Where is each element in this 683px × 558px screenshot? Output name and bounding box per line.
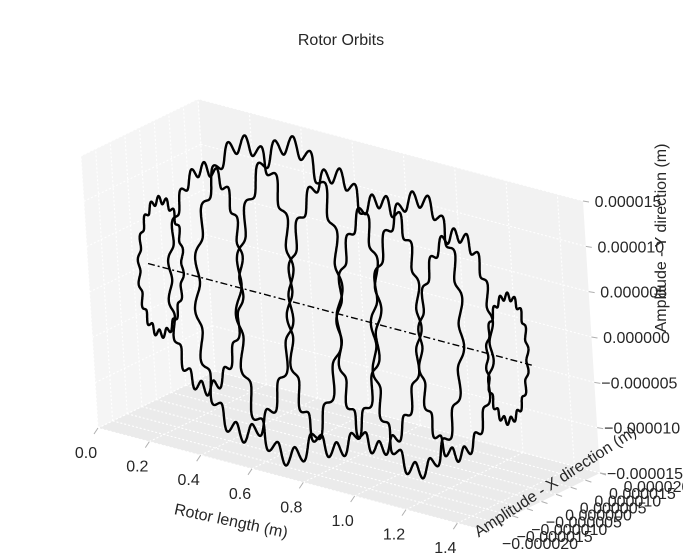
y-tick-label: 0.000020: [624, 479, 683, 496]
z-tick-label: −0.000005: [601, 375, 677, 392]
tick-mark: [594, 381, 601, 384]
tick-labels: 0.00.20.40.60.81.01.21.4 −0.000020−0.0000…: [75, 194, 683, 557]
orbit-line: [417, 227, 495, 463]
x-tick-label: 1.2: [383, 527, 405, 544]
orbit-line: [484, 291, 530, 426]
z-tick-label: 0.000015: [595, 194, 662, 211]
tick-mark: [93, 427, 99, 435]
z-tick-label: 0.000005: [600, 285, 667, 302]
x-tick-label: 1.4: [434, 540, 456, 557]
grid-line: [92, 279, 210, 338]
z-axis-label: Amplitude - Y direction (m): [653, 144, 670, 333]
grid-line: [351, 139, 370, 412]
tick-mark: [585, 479, 592, 483]
z-tick-label: −0.000010: [604, 421, 680, 438]
tick-mark: [247, 468, 253, 476]
y-tick-label: 0.000000: [565, 508, 632, 525]
y-tick-label: −0.000005: [546, 515, 622, 532]
grid-line: [80, 98, 199, 157]
grid-line: [505, 180, 524, 453]
grid-line: [405, 452, 524, 511]
x-tick-label: 0.6: [229, 486, 251, 503]
x-tick-label: 0.8: [280, 499, 302, 516]
tick-mark: [452, 522, 458, 530]
orbit-line: [166, 160, 245, 397]
tick-mark: [582, 200, 590, 203]
y-tick-label: −0.000010: [531, 522, 607, 539]
rotor-centerline: [147, 262, 534, 367]
tick-mark: [541, 501, 548, 504]
x-axis-label: Rotor length (m): [173, 501, 290, 542]
z-tick-label: 0.000010: [597, 239, 664, 256]
tick-mark: [570, 486, 577, 490]
tick-mark: [482, 529, 490, 533]
tick-mark: [591, 336, 598, 339]
z-tick-label: −0.000015: [607, 466, 683, 483]
y-tick-label: 0.000010: [594, 493, 661, 510]
series-layer: [136, 134, 534, 480]
tick-mark: [196, 454, 202, 462]
tick-mark: [512, 515, 519, 519]
grid-line: [251, 411, 370, 470]
chart-title: Rotor Orbits: [298, 32, 384, 49]
orbit-line: [335, 193, 423, 456]
grid-line: [83, 143, 202, 202]
tick-mark: [350, 495, 356, 503]
tick-mark: [526, 508, 534, 512]
grid-line: [86, 189, 204, 248]
grid-line: [97, 370, 216, 429]
orbit-line: [285, 167, 383, 459]
y-tick-label: −0.000020: [502, 536, 578, 553]
z-tick-label: 0.000000: [603, 330, 670, 347]
tick-mark: [298, 482, 304, 489]
tick-mark: [588, 291, 595, 294]
y-tick-label: 0.000005: [580, 500, 647, 517]
y-tick-label: 0.000015: [609, 486, 676, 503]
x-tick-label: 0.2: [126, 459, 148, 476]
x-tick-label: 1.0: [332, 513, 354, 530]
tick-mark: [555, 493, 563, 497]
x-tick-label: 0.0: [75, 445, 97, 462]
tick-mark: [401, 509, 407, 516]
grid-line: [556, 194, 575, 467]
tick-mark: [597, 427, 604, 430]
tick-mark: [599, 472, 607, 475]
orbit-line: [193, 134, 295, 444]
grid-line: [94, 325, 213, 384]
tick-mark: [585, 245, 592, 248]
orbit-line: [369, 190, 466, 480]
tick-mark: [144, 441, 150, 448]
grid-line: [457, 465, 575, 524]
y-tick-label: −0.000015: [517, 529, 593, 546]
grid-line: [300, 126, 319, 399]
tick-mark: [497, 522, 504, 526]
orbit-line: [234, 135, 344, 467]
x-tick-label: 0.4: [178, 472, 200, 489]
